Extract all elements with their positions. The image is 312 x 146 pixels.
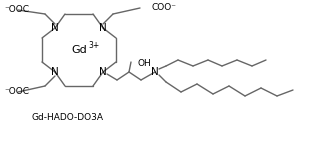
Text: ⁻OOC: ⁻OOC xyxy=(4,6,29,14)
Text: OH: OH xyxy=(137,60,151,68)
Text: N: N xyxy=(51,67,59,77)
Text: N: N xyxy=(99,67,107,77)
Text: ⁻OOC: ⁻OOC xyxy=(4,87,29,97)
Text: 3+: 3+ xyxy=(88,40,99,49)
Text: N: N xyxy=(151,67,159,77)
Text: N: N xyxy=(99,23,107,33)
Text: Gd-HADO-DO3A: Gd-HADO-DO3A xyxy=(32,113,104,122)
Text: COO⁻: COO⁻ xyxy=(152,4,177,13)
Text: Gd: Gd xyxy=(71,45,87,55)
Text: N: N xyxy=(51,23,59,33)
